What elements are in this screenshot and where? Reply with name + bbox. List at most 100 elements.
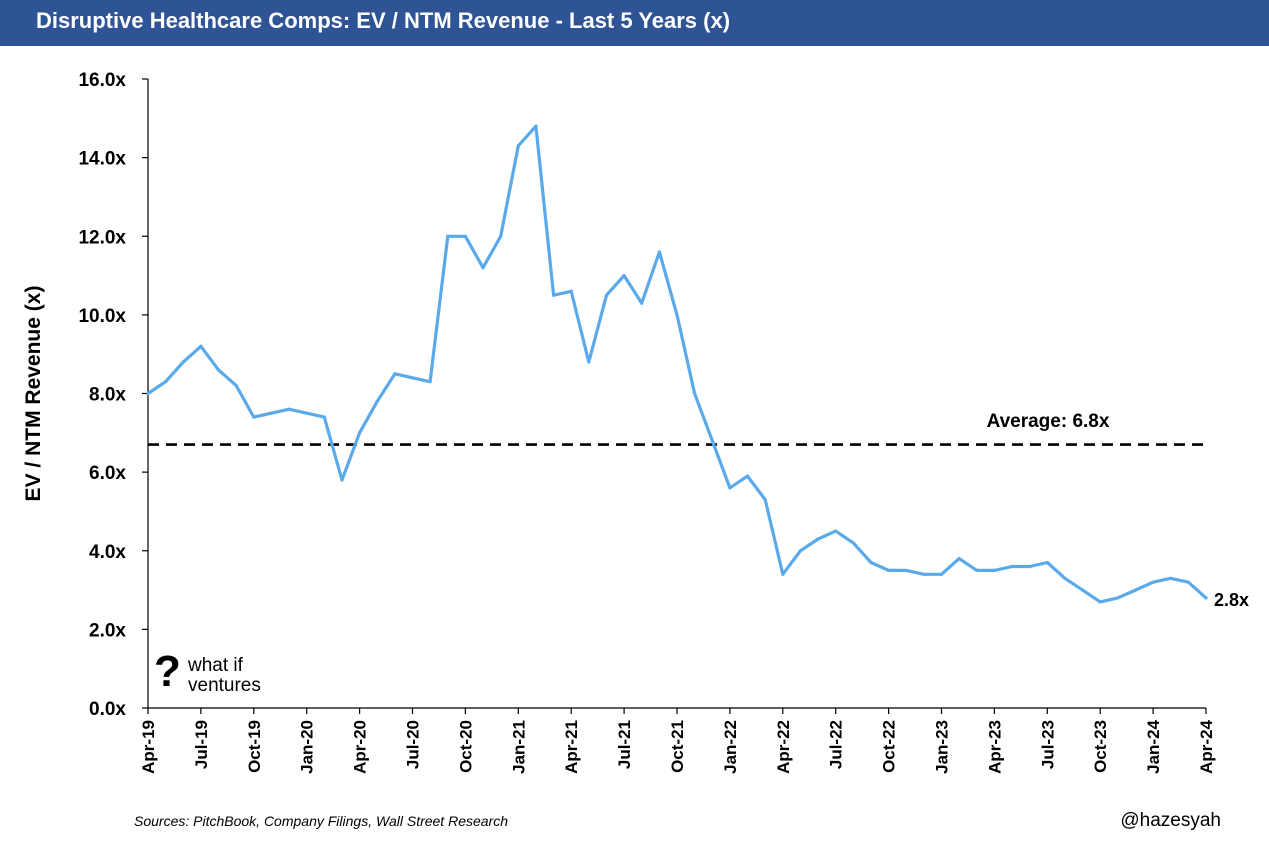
- logo-wordmark: what if ventures: [188, 656, 261, 696]
- data-point: [1169, 576, 1173, 580]
- x-tick-label: Jul-22: [827, 720, 846, 769]
- x-tick-label: Apr-24: [1197, 719, 1216, 773]
- data-point: [569, 289, 573, 293]
- x-tick-label: Jul-19: [192, 720, 211, 769]
- logo-line-1: what if: [188, 655, 243, 676]
- y-tick-label: 10.0x: [78, 306, 126, 327]
- average-label: Average: 6.8x: [987, 411, 1110, 432]
- y-tick-label: 16.0x: [78, 70, 126, 91]
- data-point: [358, 431, 362, 435]
- chart-title: Disruptive Healthcare Comps: EV / NTM Re…: [36, 8, 731, 33]
- data-point: [957, 557, 961, 561]
- x-tick-label: Oct-23: [1091, 720, 1110, 773]
- x-tick-label: Jan-22: [721, 720, 740, 774]
- data-point: [269, 411, 273, 415]
- data-point: [287, 407, 291, 411]
- y-axis-label: EV / NTM Revenue (x): [22, 286, 45, 502]
- data-point: [640, 301, 644, 305]
- ev-ntm-revenue-line-chart: 0.0x 2.0x 4.0x 6.0x 8.0x 10.0x 12.0x 14.0x 16.0x…: [22, 70, 1249, 774]
- data-point: [851, 541, 855, 545]
- data-point: [1045, 560, 1049, 565]
- x-tick-label: Jul-21: [615, 720, 634, 769]
- what-if-ventures-logo: ? what if ventures: [154, 650, 314, 700]
- data-point: [216, 368, 221, 372]
- data-point: [534, 124, 538, 128]
- data-point: [516, 144, 520, 148]
- data-point: [1098, 600, 1102, 604]
- x-tick-label: Oct-22: [880, 720, 899, 773]
- y-tick-label: 0.0x: [89, 699, 126, 720]
- data-point: [1204, 596, 1208, 600]
- data-point: [904, 568, 908, 573]
- data-point: [887, 568, 891, 573]
- data-point: [146, 391, 150, 396]
- data-point: [499, 234, 503, 238]
- data-point: [340, 478, 344, 482]
- data-point: [481, 266, 485, 270]
- data-point: [992, 568, 997, 573]
- x-tick-label: Oct-20: [456, 720, 475, 773]
- x-tick-label: Jan-21: [509, 720, 528, 774]
- data-point: [1028, 564, 1032, 569]
- data-point: [975, 568, 979, 573]
- data-point: [693, 391, 697, 396]
- data-point: [305, 411, 309, 415]
- data-point: [252, 415, 256, 419]
- x-tick-label: Oct-21: [668, 720, 687, 773]
- data-point: [463, 234, 467, 238]
- y-tick-label: 12.0x: [78, 227, 126, 248]
- data-point: [604, 293, 609, 297]
- y-tick-label: 6.0x: [89, 463, 126, 484]
- series-lines: [146, 124, 1208, 604]
- x-tick-label: Jan-20: [298, 720, 317, 774]
- y-axis: 0.0x 2.0x 4.0x 6.0x 8.0x 10.0x 12.0x 14.0x 16.0x: [78, 70, 149, 720]
- data-point: [781, 572, 785, 576]
- data-point: [922, 572, 926, 576]
- data-point: [410, 376, 415, 380]
- logo-line-2: ventures: [188, 675, 261, 696]
- x-tick-label: Apr-23: [985, 720, 1004, 774]
- y-tick-label: 2.0x: [89, 620, 126, 641]
- data-point: [234, 384, 238, 388]
- data-point: [181, 360, 185, 364]
- x-tick-label: Apr-19: [139, 720, 158, 774]
- end-value-label: 2.8x: [1214, 590, 1249, 610]
- data-point: [393, 372, 397, 376]
- data-point: [1133, 588, 1138, 592]
- question-mark-icon: ?: [154, 647, 181, 696]
- x-tick-label: Jul-20: [404, 720, 423, 769]
- sources-note: Sources: PitchBook, Company Filings, Wal…: [134, 813, 509, 829]
- data-point: [728, 486, 732, 490]
- data-point: [1081, 588, 1085, 592]
- data-point: [322, 415, 326, 419]
- data-point: [939, 572, 944, 576]
- data-point: [710, 439, 714, 443]
- x-tick-label: Oct-19: [245, 720, 264, 773]
- data-point: [446, 234, 450, 238]
- data-point: [375, 399, 379, 403]
- data-point: [816, 537, 820, 541]
- x-axis: Apr-19 Jul-19 Oct-19 Jan-20 Apr-20 Jul-20 Oct-…: [139, 707, 1216, 774]
- data-point: [587, 360, 591, 364]
- x-tick-label: Apr-21: [562, 720, 581, 774]
- x-tick-label: Apr-22: [774, 720, 793, 774]
- data-point: [1116, 596, 1120, 600]
- data-point: [552, 293, 556, 297]
- y-tick-label: 8.0x: [89, 385, 126, 406]
- data-point: [1063, 576, 1067, 580]
- data-point: [675, 313, 679, 317]
- data-point: [834, 529, 838, 533]
- y-tick-label: 4.0x: [89, 542, 126, 563]
- data-point: [1010, 564, 1014, 569]
- x-tick-label: Apr-20: [351, 720, 370, 774]
- series-line: [146, 124, 1208, 604]
- data-point: [1186, 580, 1190, 584]
- data-point: [199, 344, 203, 348]
- title-bar: Disruptive Healthcare Comps: EV / NTM Re…: [0, 0, 1269, 46]
- data-point: [798, 549, 803, 553]
- data-point: [1151, 580, 1155, 584]
- data-point: [622, 274, 626, 278]
- data-point: [763, 498, 767, 502]
- data-point: [657, 250, 662, 254]
- data-point: [428, 380, 432, 384]
